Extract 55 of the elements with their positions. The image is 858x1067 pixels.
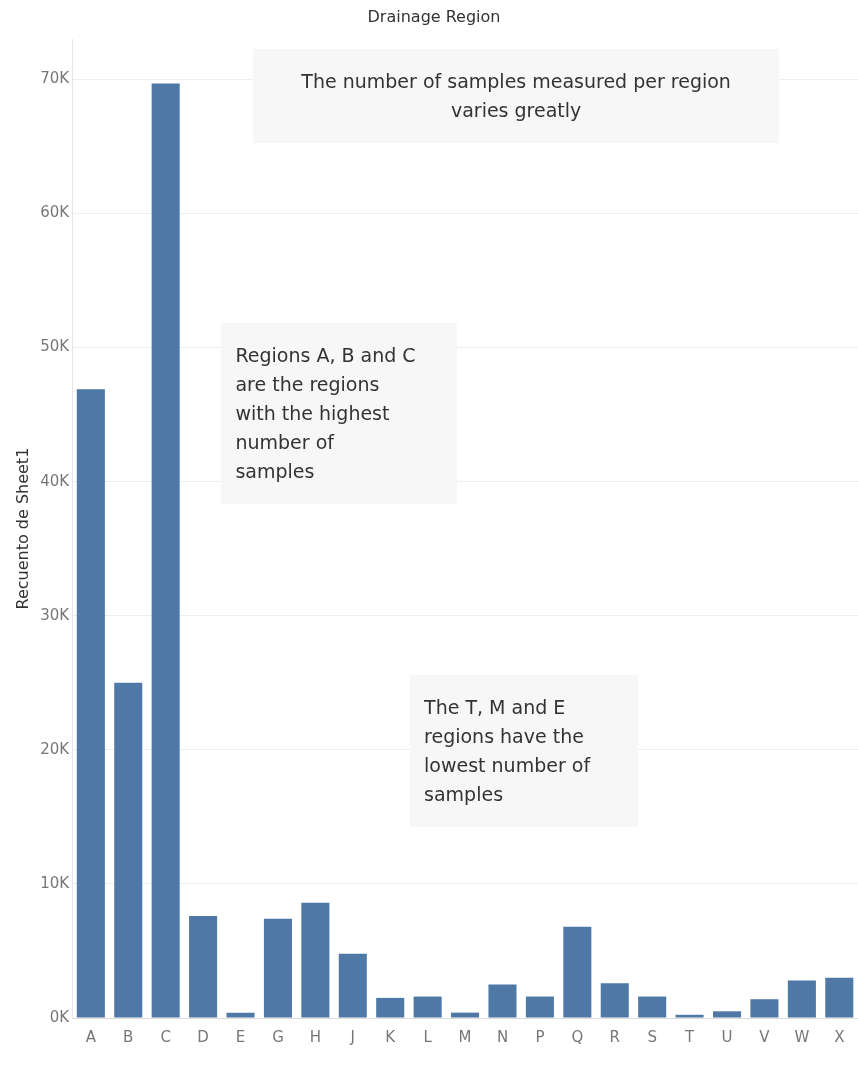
x-tick-label: R: [609, 1027, 620, 1046]
x-tick-label: H: [309, 1027, 322, 1046]
x-tick-label: C: [160, 1027, 171, 1046]
x-tick-label: G: [272, 1027, 284, 1046]
bar: [825, 977, 854, 1018]
x-tick-label: J: [349, 1027, 356, 1046]
bar: [638, 996, 667, 1018]
y-tick-label: 50K: [40, 337, 71, 356]
x-tick-label: K: [385, 1027, 397, 1046]
bar: [563, 926, 592, 1018]
x-tick-label: B: [123, 1027, 134, 1046]
x-tick-label: X: [834, 1027, 845, 1046]
y-axis-title: Recuento de Sheet1: [12, 447, 32, 610]
y-tick-label: 60K: [40, 203, 71, 222]
bar: [263, 918, 292, 1018]
bar: [712, 1011, 742, 1018]
bar: [338, 953, 367, 1018]
x-tick-label: A: [85, 1027, 97, 1046]
bar: [301, 902, 330, 1018]
note-box: Regions A, B and C are the regions with the highest number of samples: [221, 323, 458, 505]
bar: [525, 996, 554, 1018]
bar: [189, 916, 218, 1018]
x-tick-label: W: [794, 1027, 810, 1046]
note-box: The number of samples measured per region varies greatly: [252, 49, 780, 143]
bar: [787, 980, 816, 1018]
bar: [413, 996, 442, 1018]
bar: [451, 1012, 480, 1018]
y-tick-label: 40K: [40, 471, 71, 490]
chart-title: Drainage Region: [367, 6, 501, 26]
y-tick-label: 70K: [40, 69, 71, 88]
x-tick-label: E: [235, 1027, 246, 1046]
x-tick-label: U: [721, 1027, 733, 1046]
bar: [675, 1014, 704, 1018]
x-tick-label: Q: [571, 1027, 584, 1046]
bar: [600, 983, 629, 1018]
bar: [114, 682, 143, 1018]
bar: [488, 984, 517, 1018]
x-tick-label: M: [458, 1027, 472, 1046]
y-tick-label: 20K: [40, 739, 71, 758]
bar: [76, 389, 105, 1018]
bar: [226, 1012, 255, 1018]
y-tick-label: 30K: [40, 605, 71, 624]
x-tick-label: T: [684, 1027, 696, 1046]
x-tick-label: V: [759, 1027, 771, 1046]
x-tick-label: N: [496, 1027, 509, 1046]
y-tick-label: 0K: [49, 1007, 71, 1026]
x-tick-label: D: [197, 1027, 209, 1046]
bar: [151, 83, 180, 1018]
bar: [750, 999, 779, 1018]
y-tick-label: 10K: [40, 873, 71, 892]
note-box: The T, M and E regions have the lowest number of samples: [410, 675, 638, 828]
x-tick-label: S: [647, 1027, 657, 1046]
x-tick-label: L: [423, 1027, 433, 1046]
x-tick-label: P: [535, 1027, 545, 1046]
bar: [376, 997, 405, 1018]
